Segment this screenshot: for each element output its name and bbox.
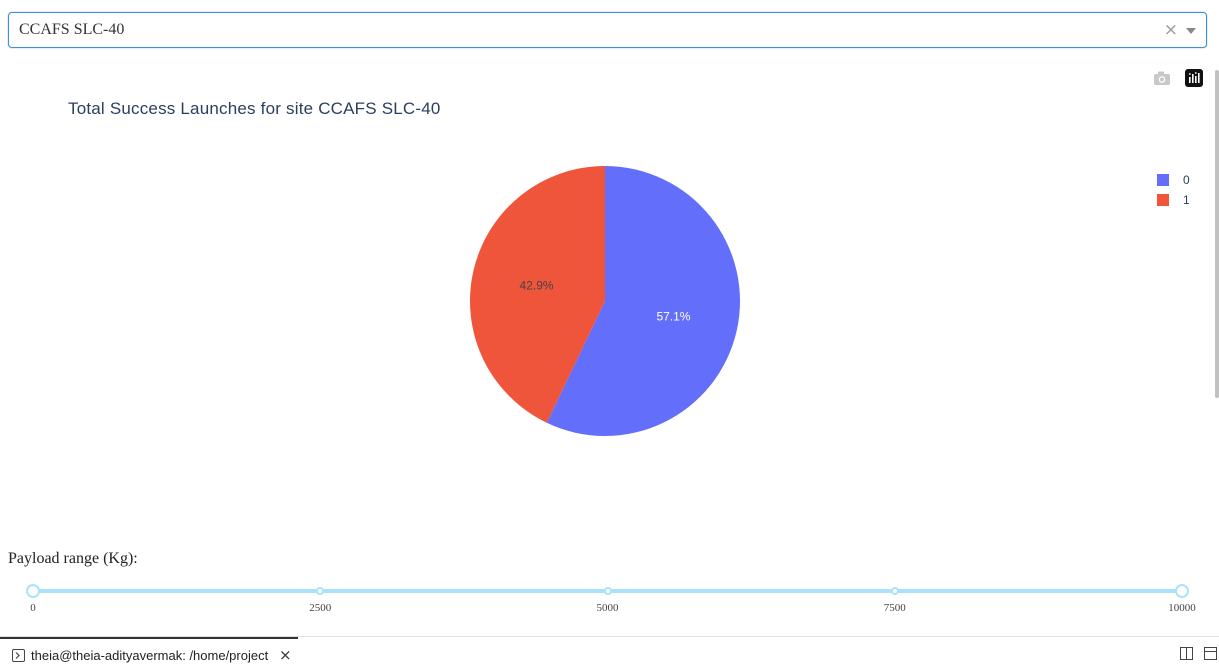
split-panel-icon[interactable] [1180,647,1193,660]
terminal-tab[interactable]: theia@theia-adityavermak: /home/project … [0,637,298,669]
slider-mark-label: 7500 [883,602,906,614]
pie-label-1: 42.9% [520,278,554,292]
dropdown-selected-value: CCAFS SLC-40 [19,21,125,38]
chevron-down-icon[interactable] [1186,28,1196,34]
slider-mark-label: 2500 [309,602,332,614]
pie-label-0: 57.1% [656,310,690,324]
slider-mark-dot [890,587,899,595]
terminal-icon [12,649,25,662]
camera-icon[interactable] [1152,68,1172,88]
clear-icon[interactable]: × [1163,20,1178,40]
slider-handle-max[interactable] [1175,584,1189,598]
payload-range-label: Payload range (Kg): [8,550,138,567]
slider-mark-label: 10000 [1168,602,1196,614]
slider-mark-label: 5000 [596,602,619,614]
pie-slice-1[interactable] [470,166,605,423]
slider-mark-label: 0 [30,602,36,614]
close-icon[interactable]: × [279,646,292,664]
pie-slice-0[interactable] [546,166,741,436]
terminal-tab-label: theia@theia-adityavermak: /home/project [31,648,269,663]
legend-label: 0 [1183,173,1190,187]
plotly-logo-icon[interactable] [1184,68,1204,88]
chart-title: Total Success Launches for site CCAFS SL… [68,99,441,118]
toggle-panel-icon[interactable] [1204,647,1217,660]
legend-swatch [1157,174,1169,186]
launch-site-dropdown[interactable]: CCAFS SLC-40 × [8,12,1207,48]
page-scrollbar[interactable] [1215,70,1219,398]
legend-swatch [1157,194,1169,206]
slider-handle-min[interactable] [26,584,40,598]
slider-mark-dot [603,587,612,595]
bottom-panel-bar: theia@theia-adityavermak: /home/project … [0,636,1219,669]
legend-label: 1 [1183,193,1190,207]
slider-mark-dot [316,587,325,595]
